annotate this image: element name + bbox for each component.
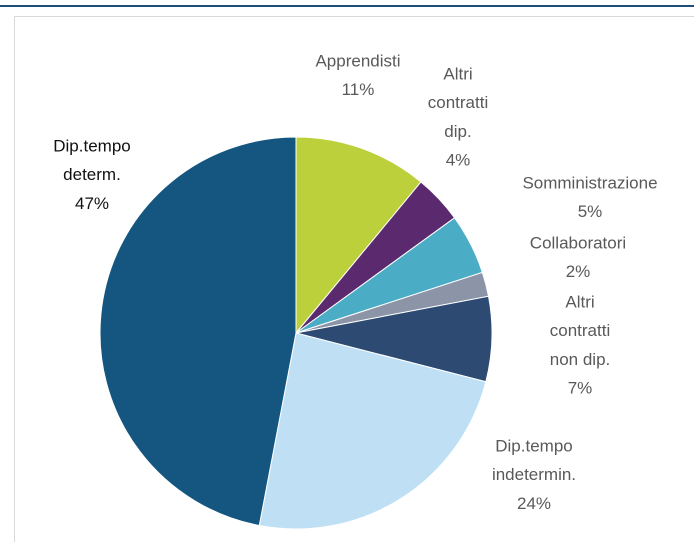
slice-label: Collaboratori — [530, 233, 626, 252]
slice-label: Apprendisti — [315, 51, 400, 70]
slice-label: determ. — [63, 165, 121, 184]
slice-label: Altri — [443, 64, 472, 83]
pie-slice — [295, 136, 422, 335]
slice-label: dip. — [444, 122, 471, 141]
slice-label: Dip.tempo — [53, 136, 130, 155]
slice-label: non dip. — [550, 350, 611, 369]
pie-slice — [99, 136, 297, 527]
slice-label: Dip.tempo — [495, 436, 572, 455]
chart-frame — [14, 16, 694, 542]
value-label: 7% — [568, 379, 593, 398]
slice-label: indetermin. — [492, 465, 576, 484]
value-label: 4% — [446, 151, 471, 170]
slice-label: Altri — [565, 292, 594, 311]
value-label: 47% — [75, 194, 109, 213]
pie-slice — [258, 332, 487, 530]
value-label: 11% — [342, 80, 375, 99]
slice-label: Somministrazione — [522, 173, 657, 192]
value-label: 2% — [566, 262, 591, 281]
value-label: 24% — [517, 494, 551, 513]
value-label: 5% — [578, 202, 603, 221]
slice-label: contratti — [428, 93, 488, 112]
slice-label: contratti — [550, 321, 610, 340]
